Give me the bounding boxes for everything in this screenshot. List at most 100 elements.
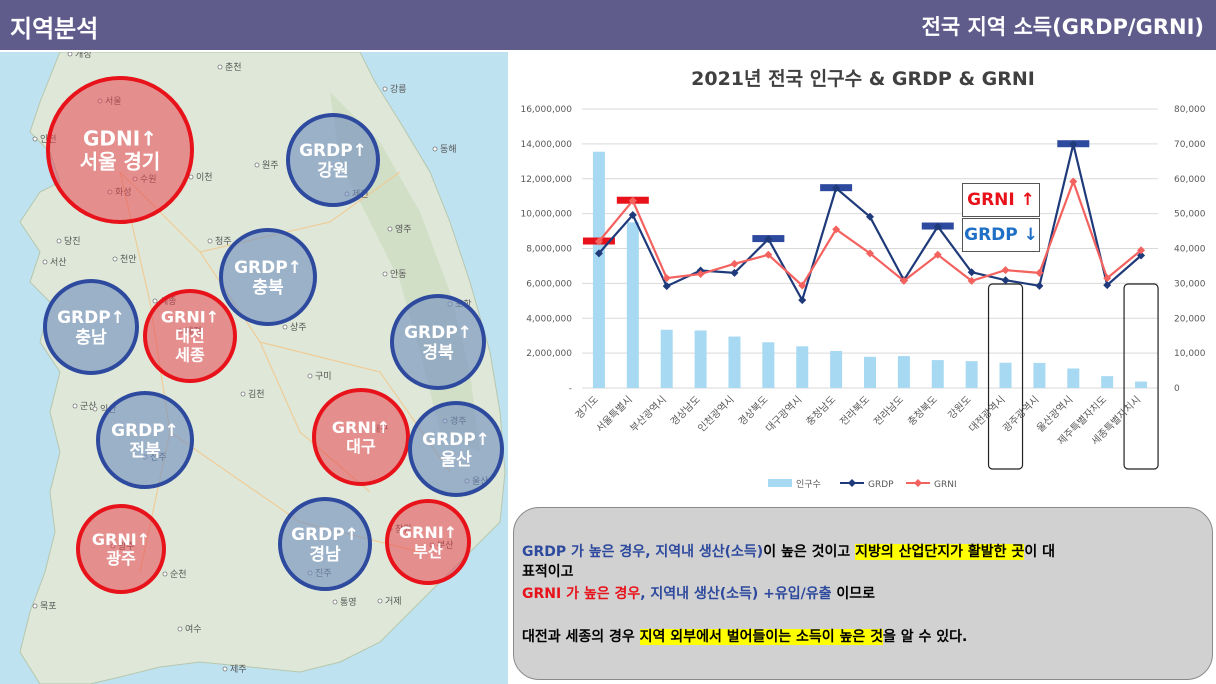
point-GRNI-충청남도 bbox=[832, 225, 841, 234]
region-circle-label: GRDP↑ bbox=[291, 525, 359, 545]
right-tick-label: 30,000 bbox=[1174, 279, 1206, 289]
city-dot bbox=[382, 271, 388, 277]
bar-강원도 bbox=[965, 361, 978, 388]
point-GRDP-대구광역시 bbox=[798, 296, 807, 305]
city-label: 목포 bbox=[40, 601, 57, 612]
region-circle-label: 서울 경기 bbox=[80, 150, 161, 174]
population-bars bbox=[592, 151, 1148, 388]
city-dot bbox=[207, 238, 213, 244]
legend-marker-GRNI bbox=[914, 479, 922, 487]
city-marker: 강릉 bbox=[382, 84, 407, 95]
city-label: 통영 bbox=[340, 597, 357, 608]
region-circle-shape bbox=[278, 497, 372, 591]
point-GRNI-대구광역시 bbox=[798, 281, 807, 290]
city-label: 구미 bbox=[315, 371, 332, 382]
region-circle-label: 울산 bbox=[440, 450, 472, 470]
city-dot bbox=[254, 162, 260, 168]
highlight-box-세종특별자치시 bbox=[1123, 283, 1159, 470]
city-dot bbox=[382, 86, 388, 92]
region-circle-label: 강원 bbox=[317, 161, 348, 181]
region-circle-label: 경남 bbox=[309, 545, 341, 565]
bar-울산광역시 bbox=[1067, 368, 1080, 388]
point-GRDP-대전광역시 bbox=[1001, 276, 1010, 285]
grni-up-callout: GRNI ↑ bbox=[962, 183, 1040, 217]
city-label: 청주 bbox=[215, 236, 232, 247]
city-label: 당진 bbox=[64, 236, 81, 247]
bar-서울특별시 bbox=[626, 222, 639, 388]
legend-label: 인구수 bbox=[796, 479, 821, 490]
region-circle-label: 충북 bbox=[252, 278, 284, 298]
region-circle-label: GRNI↑ bbox=[399, 523, 457, 542]
category-label: 경상북도 bbox=[735, 393, 770, 428]
region-circle-shape bbox=[76, 504, 166, 594]
line-series bbox=[594, 140, 1146, 305]
region-circle-gyeongnam: GRDP↑경남 bbox=[278, 497, 372, 591]
bar-충청남도 bbox=[830, 351, 843, 388]
city-label: 개성 bbox=[75, 52, 92, 60]
region-circle-label: GRDP↑ bbox=[422, 430, 490, 450]
grdp-high-case: GRDP 가 높은 경우 bbox=[522, 544, 646, 560]
region-circle-shape bbox=[219, 228, 317, 326]
region-circle-label: GRNI↑ bbox=[161, 308, 219, 327]
region-circle-label: GRDP↑ bbox=[57, 308, 125, 328]
point-GRNI-전라북도 bbox=[866, 249, 874, 258]
city-label: 동해 bbox=[440, 144, 457, 155]
slide-title: 전국 지역 소득(GRDP/GRNI) bbox=[921, 15, 1204, 39]
point-GRNI-전라남도 bbox=[899, 276, 908, 285]
region-circle-label: GRDP↑ bbox=[404, 323, 472, 343]
city-marker: 군산 bbox=[72, 401, 97, 412]
left-tick-label: 16,000,000 bbox=[520, 105, 572, 115]
city-dot bbox=[387, 226, 393, 232]
category-label: 충청북도 bbox=[905, 394, 940, 429]
region-circle-label: GRDP↑ bbox=[111, 421, 179, 441]
bar-대구광역시 bbox=[796, 346, 809, 388]
city-label: 제주 bbox=[230, 664, 247, 675]
city-marker: 여수 bbox=[177, 623, 202, 635]
region-circle-shape bbox=[96, 391, 194, 489]
city-dot bbox=[152, 298, 158, 304]
bar-제주특별자치도 bbox=[1101, 376, 1114, 388]
region-circle-shape bbox=[46, 76, 194, 224]
point-GRDP-충청북도 bbox=[933, 222, 942, 231]
explanation-box: GRDP 가 높은 경우, 지역내 생산(소득)이 높은 것이고 지방의 산업단… bbox=[513, 507, 1213, 680]
city-marker: 당진 bbox=[56, 236, 81, 247]
region-circle-label: 대전 bbox=[175, 327, 204, 346]
city-marker: 거제 bbox=[377, 596, 402, 607]
point-GRDP-서울특별시 bbox=[628, 211, 637, 220]
city-dot bbox=[67, 52, 73, 57]
conclusion-c: 을 알 수 있다. bbox=[883, 629, 968, 645]
region-circle-gyeongbuk: GRDP↑경북 bbox=[390, 294, 486, 390]
region-circle-label: GRDP↑ bbox=[299, 141, 367, 161]
city-dot bbox=[282, 324, 288, 330]
category-label: 경상남도 bbox=[667, 393, 702, 428]
right-tick-label: 0 bbox=[1174, 384, 1180, 394]
left-tick-label: 10,000,000 bbox=[520, 210, 572, 220]
region-circle-label: 전북 bbox=[129, 441, 161, 461]
region-circle-label: 경북 bbox=[422, 343, 454, 363]
note-line-3: GRNI 가 높은 경우, 지역내 생산(소득) +유입/유출 이므로 bbox=[522, 583, 875, 603]
city-marker: 제주 bbox=[222, 664, 247, 675]
bar-경상북도 bbox=[762, 342, 775, 388]
chart-legend: 인구수 GRDP GRNI bbox=[768, 479, 957, 490]
category-label: 충청남도 bbox=[804, 394, 839, 429]
region-circle-label: 세종 bbox=[175, 346, 205, 365]
region-circle-shape bbox=[390, 294, 486, 390]
right-tick-label: 40,000 bbox=[1174, 245, 1206, 255]
region-circle-shape bbox=[286, 113, 380, 207]
region-circle-gwangju: GRNI↑광주 bbox=[76, 504, 166, 594]
city-dot bbox=[240, 391, 246, 397]
right-tick-label: 50,000 bbox=[1174, 210, 1206, 220]
right-tick-label: 80,000 bbox=[1174, 105, 1206, 115]
city-dot bbox=[162, 571, 168, 577]
legend-marker-GRDP bbox=[848, 479, 856, 487]
point-GRDP-강원도 bbox=[967, 268, 976, 277]
chart-area: 2021년 전국 인구수 & GRDP & GRNI - 2,000,000 4,0… bbox=[510, 52, 1216, 502]
region-circle-label: 충남 bbox=[75, 328, 107, 348]
region-circle-seoul: GDNI↑서울 경기 bbox=[46, 76, 194, 224]
region-circle-jeonbuk: GRDP↑전북 bbox=[96, 391, 194, 489]
city-label: 이천 bbox=[196, 172, 213, 183]
point-GRDP-세종특별자치시 bbox=[1137, 251, 1146, 260]
bar-인천광역시 bbox=[728, 336, 741, 388]
